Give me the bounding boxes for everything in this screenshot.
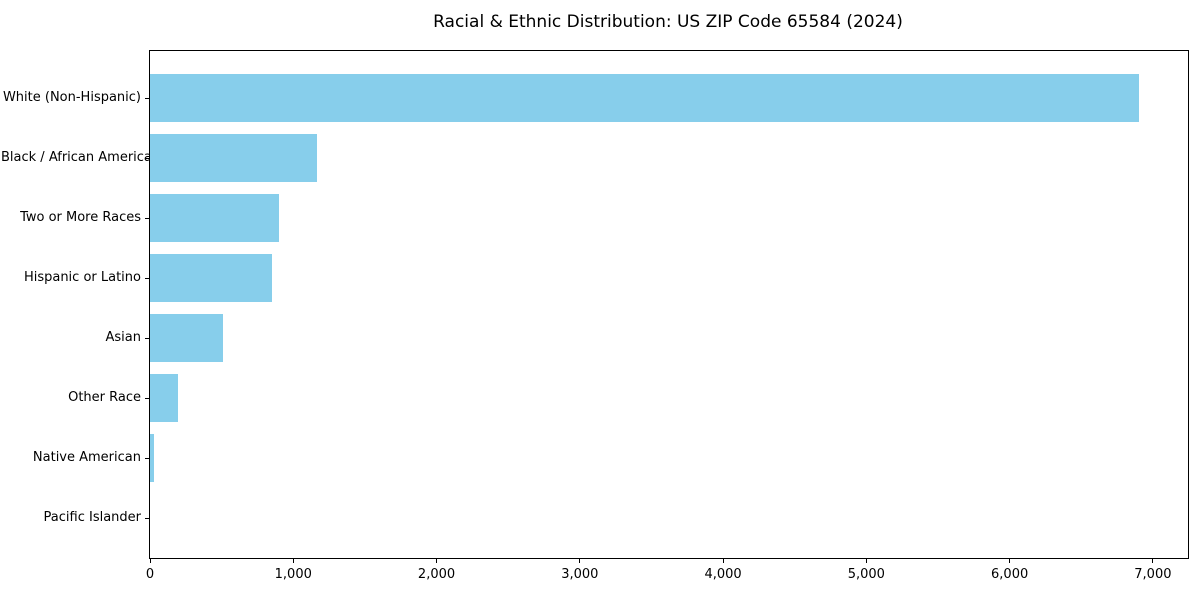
y-axis-label-pacific-islander: Pacific Islander <box>43 510 141 525</box>
bar-black-african-american <box>150 134 317 182</box>
y-axis-tick <box>145 517 150 519</box>
x-axis-tick <box>722 558 724 563</box>
y-axis-label-native-american: Native American <box>32 450 141 465</box>
y-axis-label-white-non-hispanic: White (Non-Hispanic) <box>2 90 141 105</box>
x-axis-tick <box>1152 558 1154 563</box>
y-axis-label-two-or-more-races: Two or More Races <box>20 210 141 225</box>
y-axis-tick <box>145 97 150 99</box>
x-axis-tick-label: 1,000 <box>274 567 312 582</box>
x-axis-tick-label: 7,000 <box>1134 567 1172 582</box>
x-axis-tick-label: 3,000 <box>561 567 599 582</box>
bar-two-or-more-races <box>150 194 279 242</box>
x-axis-tick-label: 6,000 <box>991 567 1029 582</box>
x-axis-tick-label: 5,000 <box>847 567 885 582</box>
bar-native-american <box>150 434 155 482</box>
y-axis-label-hispanic-or-latino: Hispanic or Latino <box>23 270 141 285</box>
y-axis-label-asian: Asian <box>105 330 141 345</box>
x-axis-tick-label: 4,000 <box>704 567 742 582</box>
bar-white-non-hispanic <box>150 74 1139 122</box>
bar-hispanic-or-latino <box>150 254 272 302</box>
chart-title: Racial & Ethnic Distribution: US ZIP Cod… <box>433 12 903 32</box>
y-axis-tick <box>145 337 150 339</box>
x-axis-tick <box>865 558 867 563</box>
x-axis-tick <box>436 558 438 563</box>
y-axis-label-black-african-american: Black / African American <box>1 150 161 165</box>
x-axis-tick <box>149 558 151 563</box>
y-axis-tick <box>145 457 150 459</box>
y-axis-tick <box>145 277 150 279</box>
x-axis-tick <box>579 558 581 563</box>
y-axis-label-other-race: Other Race <box>68 390 141 405</box>
x-axis-tick-label: 0 <box>145 567 155 582</box>
x-axis-tick <box>292 558 294 563</box>
bar-other-race <box>150 374 178 422</box>
y-axis-tick <box>145 397 150 399</box>
x-axis-tick-label: 2,000 <box>417 567 456 582</box>
y-axis-tick <box>145 217 150 219</box>
x-axis-tick <box>1009 558 1011 563</box>
y-axis-tick <box>145 157 150 159</box>
bar-asian <box>150 314 224 362</box>
plot-area: White (Non-Hispanic) Black / African Amer… <box>1 50 1189 582</box>
